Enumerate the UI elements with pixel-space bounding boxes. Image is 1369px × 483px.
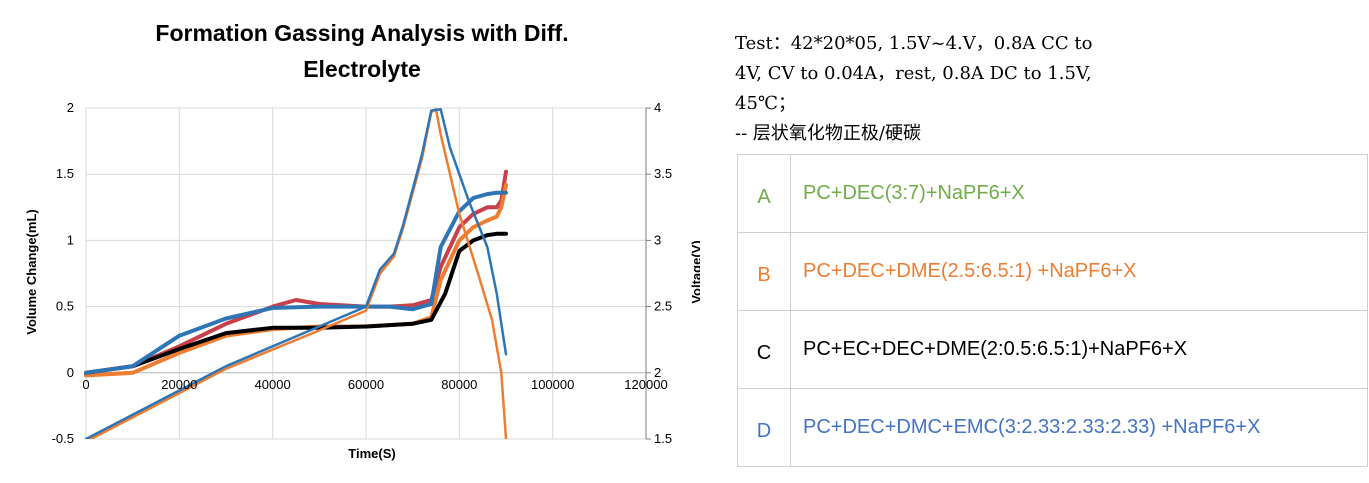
x-tick-label: 120000 xyxy=(624,377,667,392)
legend-row-d: D PC+DEC+DMC+EMC(3:2.33:2.33:2.33) +NaPF… xyxy=(737,388,1368,467)
legend-row-b: B PC+DEC+DME(2.5:6.5:1) +NaPF6+X xyxy=(737,232,1368,311)
y-tick-label: 1 xyxy=(67,232,74,247)
y2-tick-label: 3 xyxy=(654,232,661,247)
legend-desc-a: PC+DEC(3:7)+NaPF6+X xyxy=(790,154,1368,233)
chart-series xyxy=(84,108,508,439)
x-tick-label: 0 xyxy=(82,377,89,392)
y-axis-label: Volume Change(mL) xyxy=(24,209,39,334)
legend-desc-c: PC+EC+DEC+DME(2:0.5:6.5:1)+NaPF6+X xyxy=(790,310,1368,389)
legend-letter-c: C xyxy=(737,310,791,389)
y-tick-label: -0.5 xyxy=(52,431,74,446)
x-axis-label: Time(S) xyxy=(348,446,395,461)
y2-axis-label: Voltage(V) xyxy=(689,240,700,303)
x-tick-label: 20000 xyxy=(161,377,197,392)
gassing-chart: Formation Gassing Analysis with Diff. El… xyxy=(24,20,700,461)
x-tick-label: 40000 xyxy=(255,377,291,392)
series-line-b-volume xyxy=(84,182,508,378)
chart-title-line-2: Electrolyte xyxy=(303,56,421,82)
note-line-4: -- 层状氧化物正极/硬碳 xyxy=(735,123,921,144)
x-tick-label: 80000 xyxy=(441,377,477,392)
x-tick-label: 60000 xyxy=(348,377,384,392)
chart-axes xyxy=(86,108,647,439)
y-tick-label: 0 xyxy=(67,365,74,380)
y-tick-label: 2 xyxy=(67,100,74,115)
y2-tick-label: 2 xyxy=(654,365,661,380)
legend-letter-b: B xyxy=(737,232,791,311)
legend-row-c: C PC+EC+DEC+DME(2:0.5:6.5:1)+NaPF6+X xyxy=(737,310,1368,389)
legend-row-a: A PC+DEC(3:7)+NaPF6+X xyxy=(737,154,1368,233)
legend-letter-a: A xyxy=(737,154,791,233)
legend-letter-d: D xyxy=(737,388,791,467)
y2-tick-label: 4 xyxy=(654,100,661,115)
note-line-2: 4V, CV to 0.04A，rest, 0.8A DC to 1.5V, xyxy=(735,63,1092,84)
note-line-3: 45℃； xyxy=(735,93,797,114)
x-tick-label: 100000 xyxy=(531,377,574,392)
legend-desc-d: PC+DEC+DMC+EMC(3:2.33:2.33:2.33) +NaPF6+… xyxy=(790,388,1368,467)
y2-tick-label: 3.5 xyxy=(654,166,672,181)
legend-desc-b: PC+DEC+DME(2.5:6.5:1) +NaPF6+X xyxy=(790,232,1368,311)
series-line-d-voltage xyxy=(84,108,508,439)
series-line-d-volume xyxy=(84,190,508,375)
test-conditions-note: Test：42*20*05, 1.5V~4.V，0.8A CC to 4V, C… xyxy=(735,29,1215,149)
y2-tick-label: 1.5 xyxy=(654,431,672,446)
chart-ticks: 0 20000 40000 60000 80000 100000 120000 -0.5 0 0.… xyxy=(52,100,672,446)
electrolyte-legend-table: A PC+DEC(3:7)+NaPF6+X B PC+DEC+DME(2.5:6… xyxy=(737,154,1368,467)
series-line-c-volume xyxy=(84,231,508,375)
note-line-1: Test：42*20*05, 1.5V~4.V，0.8A CC to xyxy=(735,33,1093,54)
y2-tick-label: 2.5 xyxy=(654,299,672,314)
y-tick-label: 0.5 xyxy=(56,299,74,314)
chart-title-line-1: Formation Gassing Analysis with Diff. xyxy=(155,20,568,46)
y-tick-label: 1.5 xyxy=(56,166,74,181)
